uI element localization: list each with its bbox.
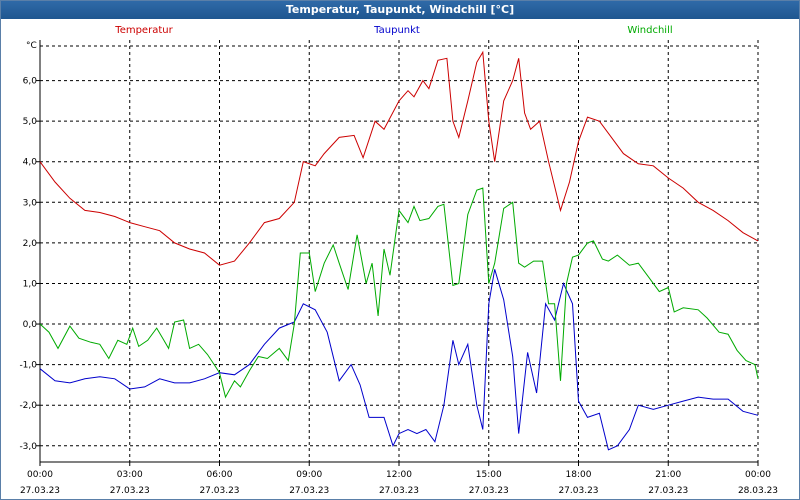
x-tick-time: 06:00	[207, 470, 233, 480]
x-tick-time: 15:00	[476, 470, 502, 480]
window-title: Temperatur, Taupunkt, Windchill [°C]	[1, 1, 799, 19]
legend-windchill: Windchill	[627, 25, 672, 36]
y-tick-label: 4,0	[23, 158, 38, 168]
y-tick-label: -3,0	[19, 442, 37, 452]
series-line-windchill	[39, 187, 759, 399]
x-tick-time: 00:00	[745, 470, 771, 480]
x-tick-time: 09:00	[296, 470, 322, 480]
chart-plot: 6,0 5,0 4,0 3,0 2,0 1,0 0,0 -1,0 -2,0 -3,0 00:00 2…	[19, 25, 778, 496]
x-tick-time: 21:00	[655, 470, 681, 480]
y-tick-label: 0,0	[23, 320, 38, 330]
x-tick-time: 18:00	[566, 470, 592, 480]
x-tick-date: 27.03.23	[289, 486, 329, 496]
x-tick-date: 28.03.23	[738, 486, 778, 496]
legend-taupunkt: Taupunkt	[373, 25, 420, 36]
x-tick-date: 27.03.23	[20, 486, 60, 496]
x-tick-labels: 00:00 27.03.23 03:00 27.03.23 06:00 27.03.23 0…	[20, 470, 778, 496]
y-tick-label: 5,0	[23, 117, 38, 127]
chart-grid	[40, 40, 759, 462]
series-line-temperatur	[39, 50, 759, 266]
x-tick-time: 03:00	[117, 470, 143, 480]
y-tick-label: 1,0	[23, 279, 38, 289]
chart-legend: Temperatur Taupunkt Windchill	[114, 25, 672, 36]
y-tick-label: 2,0	[23, 239, 38, 249]
x-tick-time: 12:00	[386, 470, 412, 480]
x-tick-date: 27.03.23	[199, 486, 239, 496]
x-tick-date: 27.03.23	[110, 486, 150, 496]
y-tick-labels: 6,0 5,0 4,0 3,0 2,0 1,0 0,0 -1,0 -2,0 -3,0	[19, 77, 37, 452]
x-tick-date: 27.03.23	[379, 486, 419, 496]
y-tick-label: -2,0	[19, 401, 37, 411]
x-tick-date: 27.03.23	[469, 486, 509, 496]
series-lines	[39, 50, 759, 451]
legend-temperatur: Temperatur	[114, 25, 173, 36]
y-axis-unit: °C	[26, 41, 37, 51]
x-tick-time: 00:00	[27, 470, 53, 480]
x-tick-date: 27.03.23	[648, 486, 688, 496]
y-tick-label: 3,0	[23, 198, 38, 208]
y-tick-label: 6,0	[23, 77, 38, 87]
y-tick-label: -1,0	[19, 361, 37, 371]
chart-axes	[36, 40, 759, 466]
x-tick-date: 27.03.23	[558, 486, 598, 496]
series-line-taupunkt	[39, 269, 759, 451]
